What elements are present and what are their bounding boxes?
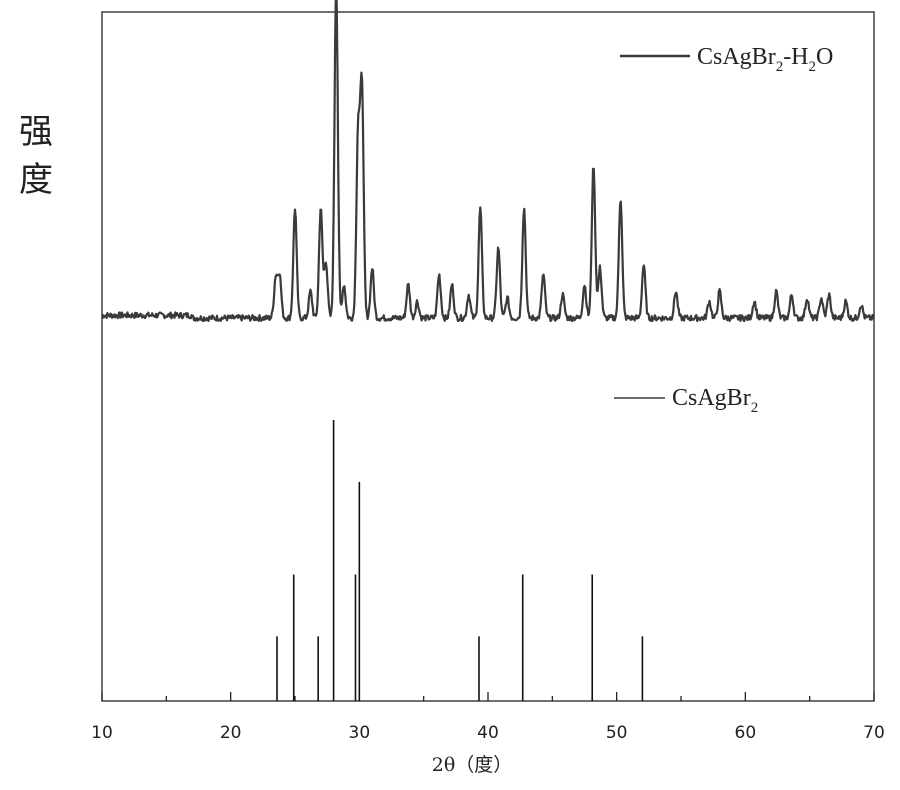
legend-top: CsAgBr2-H2O — [620, 44, 833, 75]
plot-frame — [102, 12, 874, 701]
series-csagbr2-reference — [277, 420, 642, 701]
x-tick-label: 50 — [606, 723, 628, 743]
x-tick-label: 60 — [735, 723, 757, 743]
x-tick-label: 70 — [863, 723, 885, 743]
y-axis-label-char-2: 度 — [19, 160, 53, 200]
x-axis-ticks — [102, 692, 874, 701]
x-axis-label: 2θ（度） — [432, 754, 513, 776]
legend-bottom: CsAgBr2 — [614, 385, 758, 416]
legend-label-csagbr2-h2o: CsAgBr2-H2O — [697, 44, 833, 75]
y-axis-label: 强 度 — [19, 112, 53, 200]
x-tick-label: 20 — [220, 723, 242, 743]
y-axis-label-char-1: 强 — [19, 112, 53, 152]
x-axis-tick-labels: 10 20 30 40 50 60 70 — [91, 723, 885, 743]
x-tick-label: 40 — [477, 723, 499, 743]
x-tick-label: 10 — [91, 723, 113, 743]
x-tick-label: 30 — [349, 723, 371, 743]
legend-label-csagbr2: CsAgBr2 — [672, 385, 758, 416]
